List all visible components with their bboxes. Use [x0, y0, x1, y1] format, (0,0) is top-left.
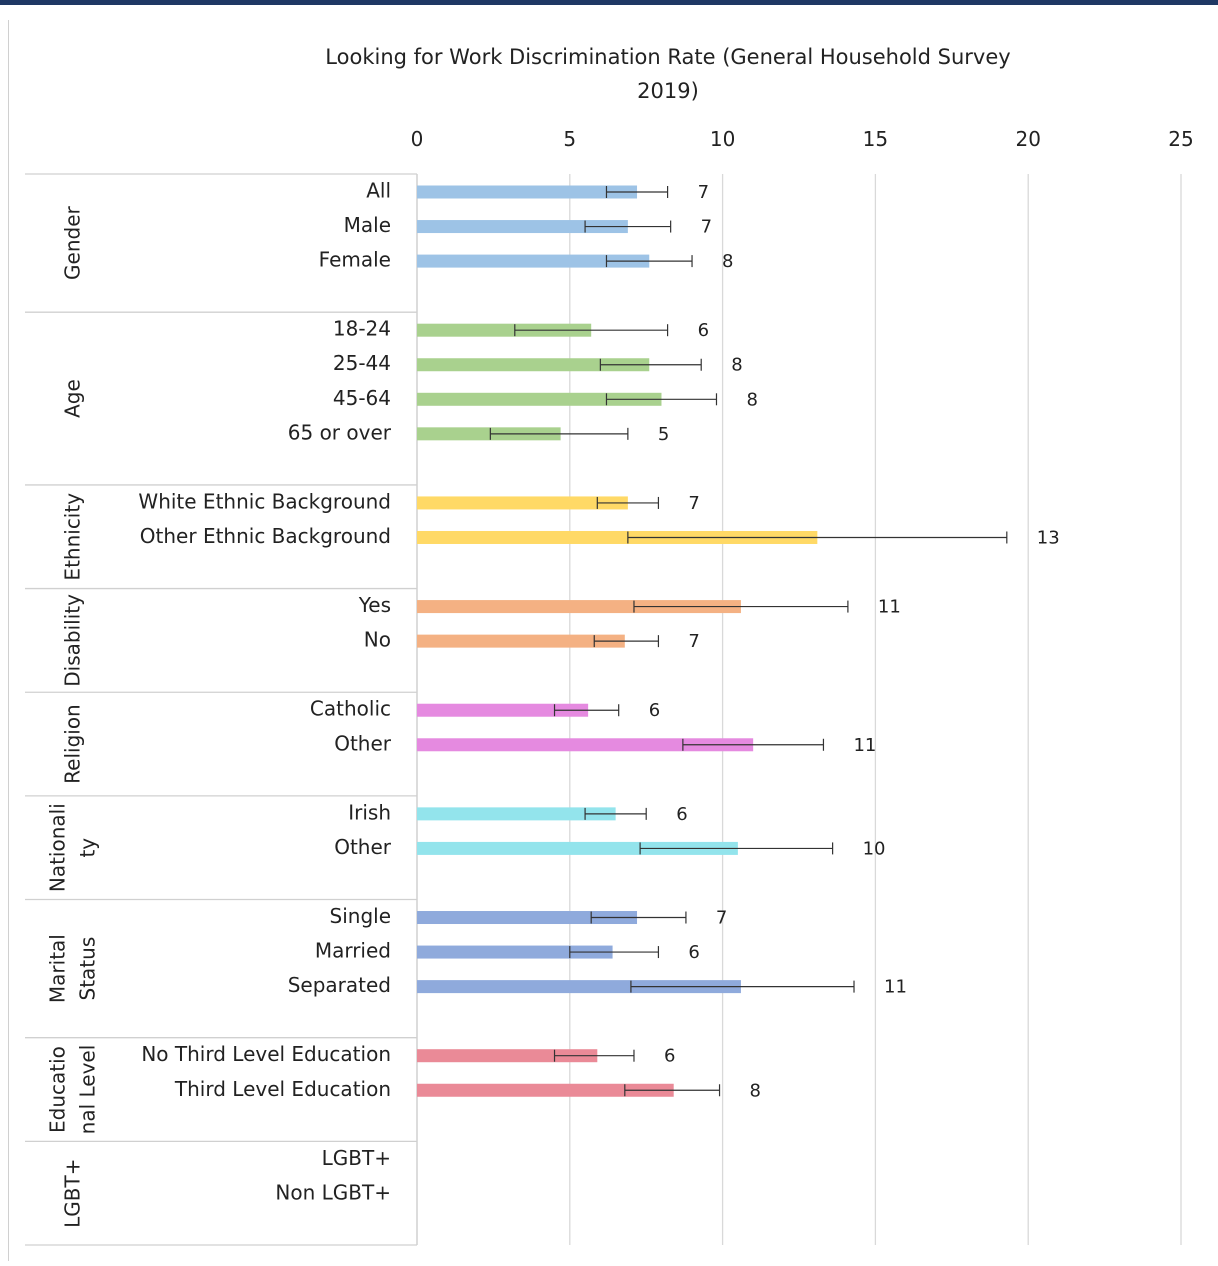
x-tick-label: 20: [1015, 127, 1040, 151]
data-label: 6: [664, 1046, 675, 1067]
data-label: 7: [716, 908, 727, 929]
category-label: Irish: [348, 800, 391, 824]
bar: [417, 738, 754, 752]
chart-title-line: 2019): [637, 79, 699, 103]
x-tick-label: 0: [411, 127, 424, 151]
group-label: Gender: [61, 205, 85, 279]
data-label: 7: [698, 182, 709, 203]
x-axis-ticks: 0 5 10 15 20 25: [411, 127, 1194, 151]
left-border: [8, 20, 9, 1261]
data-label: 13: [1037, 527, 1060, 548]
bar: [417, 496, 628, 510]
category-label: Yes: [358, 593, 391, 617]
bar: [417, 323, 592, 337]
category-label: No: [364, 628, 391, 652]
group-label: Religion: [61, 704, 85, 784]
bar: [417, 911, 638, 925]
bar: [417, 427, 561, 441]
data-label: 10: [863, 838, 886, 859]
group-labels: Gender Age Ethnicity Disability Religion Nati…: [46, 205, 100, 1227]
category-label: Third Level Education: [174, 1077, 391, 1101]
data-label: 6: [698, 320, 709, 341]
category-label: Single: [330, 904, 391, 928]
chart-title: Looking for Work Discrimination Rate (Ge…: [325, 45, 1010, 103]
data-label: 8: [731, 355, 742, 376]
data-label: 7: [688, 631, 699, 652]
category-label: Female: [319, 248, 391, 272]
category-label: Other: [334, 731, 392, 755]
data-label: 5: [658, 424, 669, 445]
data-label: 7: [688, 493, 699, 514]
category-label: Married: [315, 939, 391, 963]
category-label: 65 or over: [288, 420, 392, 444]
category-labels: All Male Female 18-24 25-44 45-64 65 or over Wh…: [138, 179, 391, 1205]
bar: [417, 841, 738, 855]
data-label: 8: [746, 389, 757, 410]
group-label: Marital: [46, 934, 70, 1003]
group-label: Disability: [61, 594, 85, 687]
header-rule: [0, 0, 1218, 5]
category-label: Non LGBT+: [275, 1180, 391, 1204]
group-label: Status: [76, 937, 100, 1001]
bar: [417, 220, 628, 234]
category-label: 18-24: [333, 317, 391, 341]
bar: [417, 807, 616, 821]
category-label: 45-64: [333, 386, 391, 410]
group-label: Educatio: [46, 1046, 70, 1133]
data-label: 6: [676, 804, 687, 825]
bar: [417, 634, 625, 648]
x-tick-label: 15: [863, 127, 888, 151]
group-label: Ethnicity: [61, 493, 85, 581]
bar: [417, 703, 589, 717]
error-bars: [489, 186, 1008, 1097]
data-label: 7: [701, 217, 712, 238]
bar: [417, 392, 662, 406]
group-label: nal Level: [76, 1045, 100, 1135]
category-label: Other: [334, 835, 392, 859]
category-label: Male: [344, 213, 391, 237]
category-label: Catholic: [310, 697, 391, 721]
group-label: ty: [76, 838, 100, 858]
bar: [417, 358, 650, 372]
chart-title-line: Looking for Work Discrimination Rate (Ge…: [325, 45, 1010, 69]
data-label: 8: [722, 251, 733, 272]
data-label: 11: [853, 735, 876, 756]
category-label: White Ethnic Background: [138, 489, 391, 513]
bar: [417, 600, 741, 614]
category-label: All: [366, 179, 391, 203]
data-label: 6: [649, 700, 660, 721]
bars: [417, 185, 818, 1097]
bar: [417, 980, 741, 994]
data-label: 11: [878, 597, 901, 618]
x-tick-label: 25: [1168, 127, 1193, 151]
category-label: Separated: [288, 973, 391, 997]
category-label: No Third Level Education: [141, 1042, 391, 1066]
group-label: LGBT+: [61, 1159, 85, 1228]
category-label: Other Ethnic Background: [140, 524, 391, 548]
bar: [417, 185, 638, 199]
data-label: 11: [884, 977, 907, 998]
bar: [417, 254, 650, 268]
bar: [417, 945, 613, 959]
data-label: 6: [688, 942, 699, 963]
bar: [417, 1083, 674, 1097]
x-tick-label: 10: [710, 127, 735, 151]
bar: [417, 1049, 598, 1063]
x-tick-label: 5: [563, 127, 576, 151]
data-label: 8: [750, 1080, 761, 1101]
group-label: Nationali: [46, 803, 70, 892]
group-label: Age: [61, 379, 85, 418]
category-label: 25-44: [333, 351, 391, 375]
category-label: LGBT+: [322, 1146, 391, 1170]
bar: [417, 530, 818, 544]
